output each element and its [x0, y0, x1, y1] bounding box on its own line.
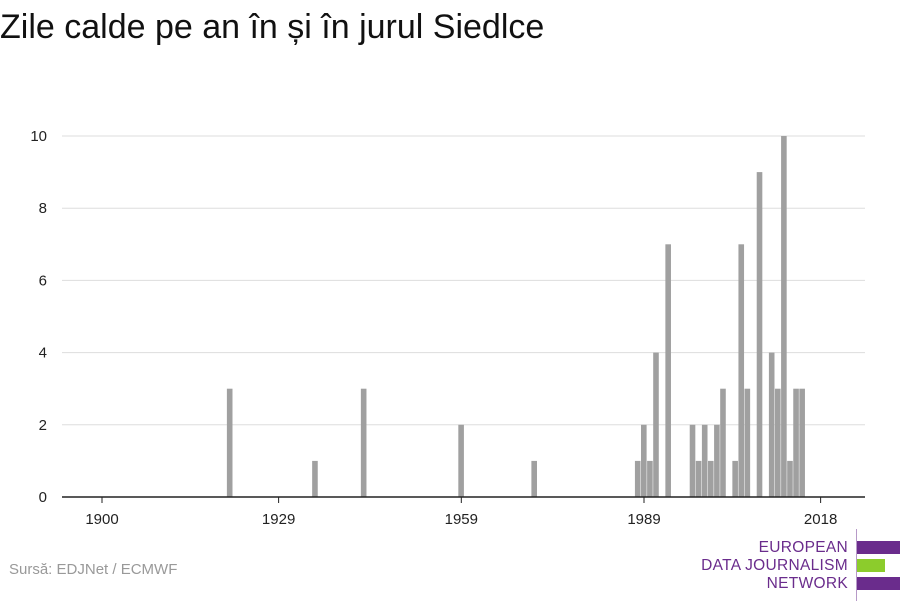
- bar-2012: [781, 136, 787, 497]
- logo-line-2: DATA JOURNALISM: [701, 557, 848, 574]
- bar-1990: [647, 460, 653, 497]
- logo-line-1: EUROPEAN: [758, 539, 848, 556]
- bars: [226, 136, 805, 497]
- bar-1999: [701, 424, 708, 497]
- x-tick-label-1959: 1959: [445, 511, 478, 528]
- gridlines: [62, 135, 865, 426]
- chart-title: Zile calde pe an în și în jurul Siedlce: [0, 8, 545, 46]
- logo-line-3: NETWORK: [766, 575, 848, 592]
- bar-2004: [732, 460, 738, 497]
- bar-chart: 0 2 4 6 8 10 1900 1929 1959 1989 2018: [30, 128, 865, 528]
- logo-divider: [856, 529, 857, 601]
- x-tick-label-1900: 1900: [85, 511, 118, 528]
- bar-2000: [708, 460, 714, 497]
- y-tick-label-6: 6: [39, 272, 47, 289]
- bar-1989: [641, 424, 647, 497]
- x-tick-label-1989: 1989: [627, 511, 660, 528]
- bar-1997: [689, 424, 696, 497]
- bar-2008: [756, 172, 763, 497]
- bar-1971: [531, 460, 537, 497]
- bar-2001: [714, 424, 720, 497]
- y-tick-label-2: 2: [39, 417, 47, 434]
- bar-1943: [360, 388, 367, 497]
- bar-2005: [738, 244, 745, 497]
- bar-1959: [458, 424, 464, 497]
- bar-2015: [799, 388, 805, 497]
- bar-2014: [793, 388, 799, 497]
- bar-2011: [774, 388, 781, 497]
- x-tick-label-2018: 2018: [804, 511, 837, 528]
- y-tick-label-0: 0: [39, 489, 47, 506]
- y-tick-label-10: 10: [30, 128, 47, 145]
- bar-1988: [634, 460, 641, 497]
- logo-bar-green: [857, 559, 885, 572]
- y-tick-label-4: 4: [39, 345, 47, 362]
- x-tick-label-1929: 1929: [262, 511, 295, 528]
- edjnet-logo: EUROPEAN DATA JOURNALISM NETWORK: [700, 529, 900, 601]
- bar-2013: [787, 460, 793, 497]
- bar-2006: [744, 388, 751, 497]
- logo-bar-purple-bottom: [857, 577, 900, 590]
- axes: 0 2 4 6 8 10 1900 1929 1959 1989 2018: [30, 128, 865, 528]
- y-tick-label-8: 8: [39, 200, 47, 217]
- bar-1935: [312, 460, 318, 497]
- bar-2010: [768, 352, 775, 497]
- bar-1993: [665, 244, 671, 497]
- bar-1991: [653, 352, 659, 497]
- bar-1998: [695, 460, 702, 497]
- bar-2002: [720, 388, 726, 497]
- bar-1921: [226, 388, 233, 497]
- source-note: Sursă: EDJNet / ECMWF: [9, 561, 178, 578]
- logo-bar-purple-top: [857, 541, 900, 554]
